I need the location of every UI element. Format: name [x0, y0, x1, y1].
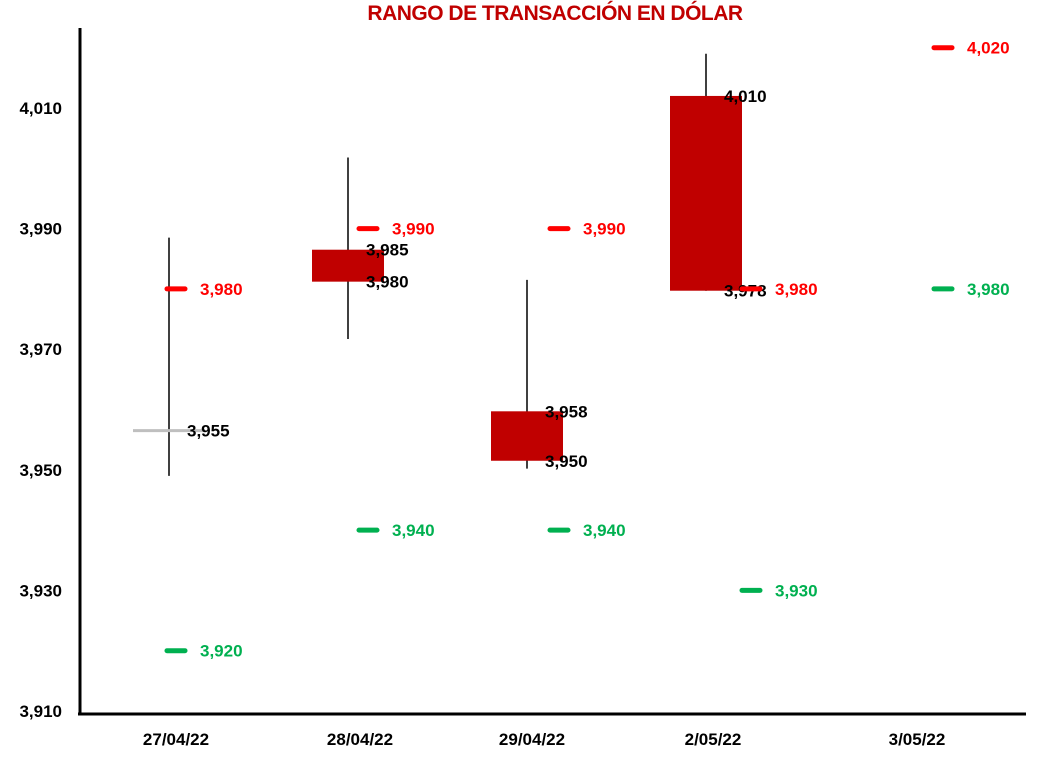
max-label: 4,020: [967, 39, 1010, 58]
min-label: 3,940: [583, 521, 626, 540]
candle-label: 3,955: [187, 422, 230, 441]
x-tick-label: 3/05/22: [889, 730, 946, 749]
x-tick-label: 27/04/22: [143, 730, 209, 749]
candle-label: 3,980: [366, 273, 409, 292]
chart-title: RANGO DE TRANSACCIÓN EN DÓLAR: [367, 2, 743, 25]
candle-label: 3,985: [366, 241, 409, 260]
min-label: 3,940: [392, 521, 435, 540]
candle-body: [670, 95, 742, 291]
candle-label: 3,950: [545, 452, 588, 471]
y-tick-label: 3,990: [19, 220, 62, 239]
max-label: 3,980: [775, 280, 818, 299]
y-tick-label: 4,010: [19, 99, 62, 118]
candle-label: 3,958: [545, 402, 588, 421]
min-label: 3,980: [967, 280, 1010, 299]
y-tick-label: 3,950: [19, 461, 62, 480]
max-label: 3,990: [583, 220, 626, 239]
min-label: 3,930: [775, 581, 818, 600]
y-tick-label: 3,930: [19, 581, 62, 600]
y-tick-label: 3,910: [19, 702, 62, 721]
x-tick-label: 29/04/22: [499, 730, 565, 749]
x-tick-label: 28/04/22: [327, 730, 393, 749]
max-label: 3,990: [392, 220, 435, 239]
candle-body: [312, 249, 384, 282]
max-label: 3,980: [200, 280, 243, 299]
min-label: 3,920: [200, 642, 243, 661]
y-tick-label: 3,970: [19, 340, 62, 359]
candle-label: 4,010: [724, 87, 767, 106]
candle-body: [491, 411, 563, 461]
x-tick-label: 2/05/22: [685, 730, 742, 749]
